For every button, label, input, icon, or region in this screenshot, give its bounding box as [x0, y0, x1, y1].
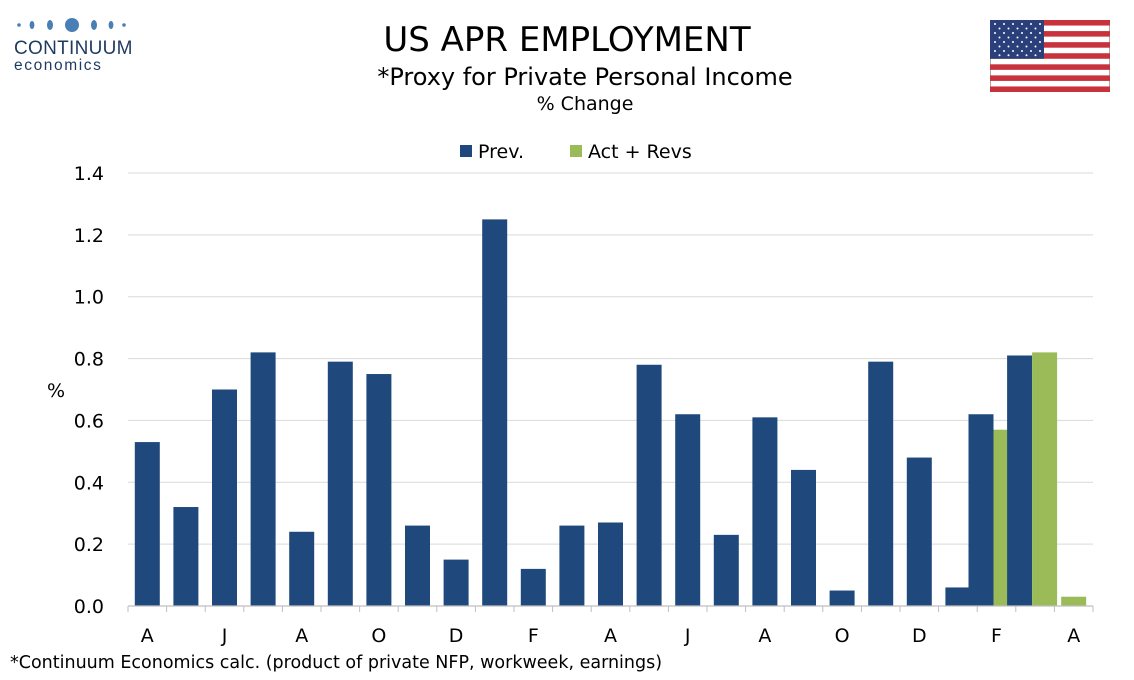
bar-prev [559, 525, 585, 606]
bar-prev [829, 590, 855, 606]
x-tick-label: A [141, 625, 154, 647]
bar-prev [443, 559, 469, 606]
bar-prev [752, 417, 778, 606]
axes: 0.0 0.2 0.4 0.6 0.8 1.0 1.2 1.4% A J A O D F A J A O D F A [47, 163, 1094, 647]
bar-prev [482, 219, 508, 606]
footnote: *Continuum Economics calc. (product of p… [10, 653, 663, 673]
bar-prev [1007, 355, 1033, 606]
y-tick-label: 0.2 [74, 534, 104, 556]
bar-prev [405, 525, 430, 606]
bar-prev [791, 469, 816, 606]
legend-label-prev: Prev. [478, 141, 524, 163]
bar-prev [520, 568, 546, 606]
y-tick-label: 0.0 [74, 596, 104, 618]
x-tick-label: D [449, 625, 464, 647]
bar-prev [327, 361, 353, 606]
bar-prev [250, 352, 276, 606]
bar-prev [868, 361, 894, 606]
legend: Prev. Act + Revs [460, 141, 692, 163]
bar-prev [636, 364, 662, 606]
bar-prev [968, 414, 994, 606]
y-tick-label: 0.4 [74, 472, 104, 494]
logo-dots-icon [17, 18, 126, 32]
bar-prev [713, 534, 739, 606]
bar-prev [212, 389, 237, 606]
bar-prev [173, 507, 199, 606]
x-tick-label: D [912, 625, 927, 647]
bar-act-revs [1061, 596, 1087, 606]
bar-prev [598, 522, 623, 606]
x-tick-label: A [758, 625, 771, 647]
x-tick-label: J [684, 625, 691, 647]
y-tick-label: 1.0 [74, 287, 104, 309]
bar-prev [945, 587, 971, 606]
bar-prev [134, 442, 160, 606]
continuum-logo: CONTINUUM economics [14, 14, 134, 75]
y-tick-label: 1.4 [74, 163, 104, 185]
y-tick-label: 0.8 [74, 349, 104, 371]
x-tick-label: F [991, 625, 1002, 647]
x-tick-label: F [528, 625, 539, 647]
y-axis-label: % [47, 380, 65, 402]
logo-line1: CONTINUUM [14, 38, 133, 59]
x-tick-label: A [604, 625, 617, 647]
legend-label-act-revs: Act + Revs [588, 141, 692, 163]
bar-prev [675, 414, 701, 606]
bar-act-revs [1032, 352, 1058, 606]
legend-swatch-prev [460, 145, 472, 157]
x-tick-label: O [835, 625, 850, 647]
logo-line2: economics [14, 57, 103, 74]
x-tick-label: O [371, 625, 386, 647]
chart-subtitle: *Proxy for Private Personal Income [377, 63, 793, 91]
x-tick-label: A [295, 625, 308, 647]
bars [134, 219, 1087, 606]
bar-prev [289, 531, 315, 606]
y-tick-label: 0.6 [74, 410, 104, 432]
bar-prev [906, 457, 932, 606]
x-tick-label: J [221, 625, 228, 647]
gridlines [128, 172, 1093, 545]
us-flag-icon [990, 20, 1110, 92]
chart-title: US APR EMPLOYMENT [383, 20, 751, 60]
bar-prev [366, 374, 392, 606]
y-tick-label: 1.2 [74, 225, 104, 247]
legend-swatch-act-revs [570, 145, 582, 157]
x-tick-label: A [1067, 625, 1080, 647]
chart-subtitle-units: % Change [536, 93, 634, 115]
